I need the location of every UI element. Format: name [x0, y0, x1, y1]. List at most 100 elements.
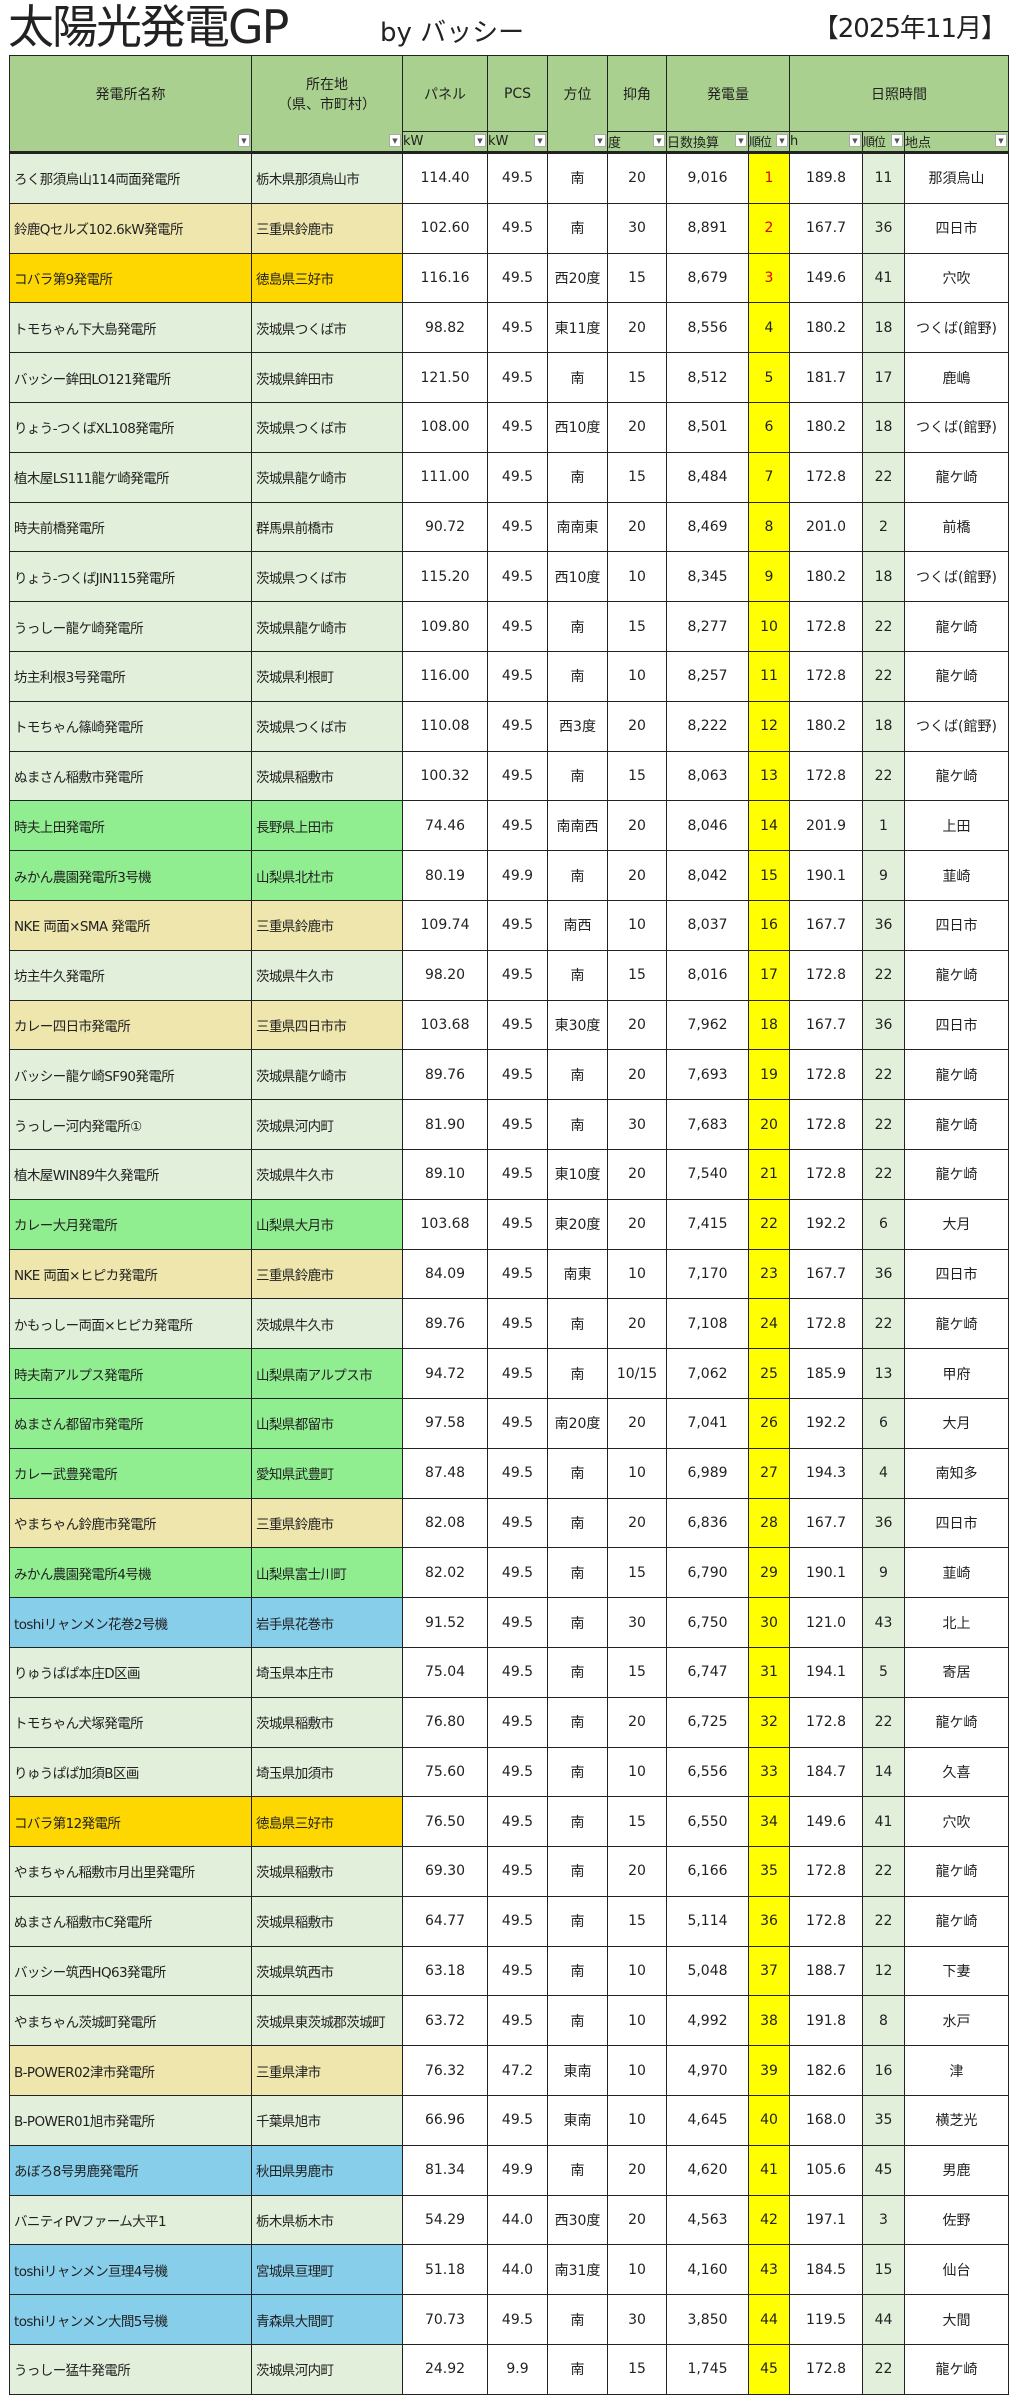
generation-rank-cell[interactable]: 17	[748, 949, 790, 1001]
panel-kw-cell[interactable]: 76.80	[402, 1696, 488, 1748]
sunshine-rank-cell[interactable]: 2	[862, 501, 905, 553]
generation-cell[interactable]: 6,550	[666, 1796, 749, 1848]
location-cell[interactable]: 秋田県男鹿市	[251, 2144, 403, 2196]
sunshine-point-cell[interactable]: 水戸	[904, 1995, 1009, 2047]
filter-dropdown-icon[interactable]: ▼	[534, 134, 546, 147]
tilt-cell[interactable]: 20	[607, 1198, 667, 1250]
sunshine-hours-cell[interactable]: 191.8	[789, 1995, 863, 2047]
tilt-cell[interactable]: 10	[607, 1746, 667, 1798]
generation-cell[interactable]: 5,114	[666, 1895, 749, 1947]
sunshine-point-cell[interactable]: 龍ケ崎	[904, 1099, 1009, 1150]
generation-cell[interactable]: 8,891	[666, 202, 749, 254]
panel-kw-cell[interactable]: 115.20	[402, 551, 488, 603]
pcs-kw-cell[interactable]: 49.5	[487, 601, 548, 652]
generation-cell[interactable]: 7,108	[666, 1298, 749, 1350]
sunshine-rank-cell[interactable]: 36	[862, 202, 905, 254]
tilt-cell[interactable]: 15	[607, 601, 667, 652]
generation-rank-cell[interactable]: 29	[748, 1547, 790, 1599]
sunshine-hours-cell[interactable]: 172.8	[789, 1895, 863, 1947]
direction-cell[interactable]: 南南東	[547, 501, 608, 553]
filter-dropdown-icon[interactable]: ▼	[849, 134, 861, 147]
generation-cell[interactable]: 1,745	[666, 2344, 749, 2395]
location-cell[interactable]: 茨城県つくば市	[251, 700, 403, 752]
generation-cell[interactable]: 8,042	[666, 850, 749, 901]
plant-name-cell[interactable]: バッシー鉾田LO121発電所	[9, 352, 252, 403]
sunshine-point-cell[interactable]: 上田	[904, 800, 1009, 852]
direction-cell[interactable]: 南	[547, 1547, 608, 1599]
generation-rank-cell[interactable]: 18	[748, 999, 790, 1051]
generation-rank-cell[interactable]: 1	[748, 152, 790, 204]
pcs-kw-cell[interactable]: 49.5	[487, 1049, 548, 1101]
tilt-cell[interactable]: 10	[607, 1447, 667, 1499]
location-cell[interactable]: 茨城県龍ケ崎市	[251, 451, 403, 503]
direction-cell[interactable]: 南31度	[547, 2244, 608, 2296]
generation-cell[interactable]: 8,679	[666, 252, 749, 304]
pcs-kw-cell[interactable]: 49.5	[487, 1148, 548, 1200]
generation-rank-cell[interactable]: 36	[748, 1895, 790, 1947]
location-cell[interactable]: 徳島県三好市	[251, 252, 403, 304]
generation-cell[interactable]: 6,747	[666, 1646, 749, 1698]
sunshine-hours-cell[interactable]: 192.2	[789, 1198, 863, 1250]
generation-cell[interactable]: 6,556	[666, 1746, 749, 1798]
pcs-kw-cell[interactable]: 49.5	[487, 1995, 548, 2047]
sunshine-point-cell[interactable]: 四日市	[904, 899, 1009, 951]
sunshine-rank-cell[interactable]: 41	[862, 252, 905, 304]
sunshine-rank-cell[interactable]: 22	[862, 1846, 905, 1897]
location-cell[interactable]: 埼玉県加須市	[251, 1746, 403, 1798]
tilt-cell[interactable]: 15	[607, 352, 667, 403]
generation-cell[interactable]: 7,962	[666, 999, 749, 1051]
generation-cell[interactable]: 3,850	[666, 2294, 749, 2346]
plant-name-cell[interactable]: 時夫上田発電所	[9, 800, 252, 852]
sunshine-point-cell[interactable]: 龍ケ崎	[904, 1696, 1009, 1748]
panel-kw-cell[interactable]: 75.60	[402, 1746, 488, 1798]
plant-name-cell[interactable]: りゅうぱぱ加須B区画	[9, 1746, 252, 1798]
panel-kw-cell[interactable]: 97.58	[402, 1397, 488, 1449]
direction-cell[interactable]: 南	[547, 1696, 608, 1748]
sunshine-rank-cell[interactable]: 41	[862, 1796, 905, 1848]
direction-cell[interactable]: 南	[547, 1796, 608, 1848]
panel-kw-cell[interactable]: 80.19	[402, 850, 488, 901]
tilt-cell[interactable]: 10	[607, 1248, 667, 1300]
sunshine-rank-cell[interactable]: 8	[862, 1995, 905, 2047]
generation-rank-cell[interactable]: 45	[748, 2344, 790, 2395]
sunshine-point-cell[interactable]: つくば(館野)	[904, 401, 1009, 453]
sunshine-hours-cell[interactable]: 168.0	[789, 2095, 863, 2146]
sunshine-point-cell[interactable]: 大月	[904, 1397, 1009, 1449]
direction-cell[interactable]: 南	[547, 650, 608, 702]
tilt-cell[interactable]: 10	[607, 551, 667, 603]
tilt-cell[interactable]: 10	[607, 1945, 667, 1997]
direction-cell[interactable]: 南西	[547, 899, 608, 951]
location-cell[interactable]: 茨城県利根町	[251, 650, 403, 702]
pcs-kw-cell[interactable]: 49.5	[487, 1796, 548, 1848]
sunshine-rank-cell[interactable]: 5	[862, 1646, 905, 1698]
pcs-kw-cell[interactable]: 49.5	[487, 2095, 548, 2146]
direction-cell[interactable]: 南東	[547, 1248, 608, 1300]
panel-kw-cell[interactable]: 102.60	[402, 202, 488, 254]
generation-rank-cell[interactable]: 38	[748, 1995, 790, 2047]
location-cell[interactable]: 茨城県稲敷市	[251, 750, 403, 802]
sunshine-hours-cell[interactable]: 172.8	[789, 2344, 863, 2395]
location-cell[interactable]: 三重県鈴鹿市	[251, 1248, 403, 1300]
sunshine-hours-cell[interactable]: 180.2	[789, 700, 863, 752]
tilt-cell[interactable]: 20	[607, 1846, 667, 1897]
location-cell[interactable]: 茨城県つくば市	[251, 401, 403, 453]
generation-rank-cell[interactable]: 32	[748, 1696, 790, 1748]
panel-kw-cell[interactable]: 100.32	[402, 750, 488, 802]
generation-cell[interactable]: 8,046	[666, 800, 749, 852]
tilt-cell[interactable]: 15	[607, 252, 667, 304]
tilt-cell[interactable]: 10/15	[607, 1348, 667, 1399]
sunshine-point-cell[interactable]: 穴吹	[904, 252, 1009, 304]
generation-rank-cell[interactable]: 27	[748, 1447, 790, 1499]
direction-cell[interactable]: 南	[547, 750, 608, 802]
generation-rank-cell[interactable]: 33	[748, 1746, 790, 1798]
sunshine-hours-cell[interactable]: 105.6	[789, 2144, 863, 2196]
sunshine-point-cell[interactable]: 横芝光	[904, 2095, 1009, 2146]
generation-rank-cell[interactable]: 10	[748, 601, 790, 652]
sunshine-point-cell[interactable]: 佐野	[904, 2194, 1009, 2246]
generation-cell[interactable]: 7,415	[666, 1198, 749, 1250]
plant-name-cell[interactable]: みかん農園発電所4号機	[9, 1547, 252, 1599]
sunshine-rank-cell[interactable]: 36	[862, 1497, 905, 1549]
plant-name-cell[interactable]: NKE 両面×ヒピカ発電所	[9, 1248, 252, 1300]
plant-name-cell[interactable]: 時夫南アルプス発電所	[9, 1348, 252, 1399]
sunshine-hours-cell[interactable]: 121.0	[789, 1597, 863, 1648]
